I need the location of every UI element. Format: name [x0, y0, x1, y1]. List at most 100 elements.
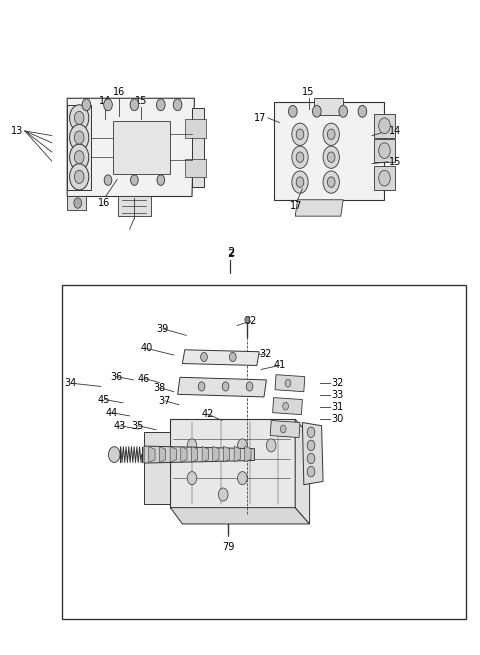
- Text: 36: 36: [110, 371, 122, 382]
- Polygon shape: [144, 446, 254, 463]
- Circle shape: [74, 170, 84, 183]
- Text: 43: 43: [113, 421, 126, 431]
- Circle shape: [157, 175, 165, 185]
- Polygon shape: [374, 114, 395, 138]
- Polygon shape: [149, 447, 155, 462]
- Text: 32: 32: [245, 316, 257, 326]
- Circle shape: [296, 129, 304, 140]
- Circle shape: [312, 105, 321, 117]
- Circle shape: [307, 466, 315, 477]
- Text: 34: 34: [64, 378, 77, 388]
- Polygon shape: [374, 139, 395, 162]
- Circle shape: [327, 152, 335, 162]
- Circle shape: [104, 99, 112, 111]
- Text: 30: 30: [331, 414, 344, 424]
- Circle shape: [307, 440, 315, 451]
- Circle shape: [339, 105, 348, 117]
- Circle shape: [74, 151, 84, 164]
- Text: 45: 45: [98, 394, 110, 405]
- Circle shape: [296, 152, 304, 162]
- Circle shape: [229, 352, 236, 362]
- Circle shape: [327, 129, 335, 140]
- Circle shape: [246, 382, 253, 391]
- Circle shape: [222, 382, 229, 391]
- Text: 14: 14: [98, 96, 111, 106]
- Text: 46: 46: [138, 373, 150, 384]
- Text: 37: 37: [158, 396, 171, 406]
- Circle shape: [292, 146, 308, 168]
- Polygon shape: [273, 398, 302, 415]
- Circle shape: [74, 131, 84, 144]
- Text: 32: 32: [331, 378, 344, 388]
- Circle shape: [187, 439, 197, 452]
- Circle shape: [288, 105, 297, 117]
- Polygon shape: [67, 105, 91, 190]
- Bar: [113, 121, 170, 174]
- Polygon shape: [67, 98, 194, 196]
- Circle shape: [323, 123, 339, 145]
- Circle shape: [70, 124, 89, 151]
- Circle shape: [70, 144, 89, 170]
- Circle shape: [130, 99, 139, 111]
- Bar: [314, 98, 343, 115]
- Circle shape: [379, 143, 390, 159]
- Polygon shape: [295, 200, 343, 216]
- Circle shape: [323, 146, 339, 168]
- Polygon shape: [224, 446, 230, 462]
- Circle shape: [201, 352, 207, 362]
- Polygon shape: [170, 447, 176, 462]
- Polygon shape: [178, 377, 266, 397]
- Text: 2: 2: [227, 249, 234, 259]
- Circle shape: [280, 425, 286, 433]
- Circle shape: [292, 123, 308, 145]
- Polygon shape: [192, 447, 198, 462]
- Polygon shape: [270, 421, 300, 438]
- Text: 40: 40: [140, 343, 153, 354]
- Polygon shape: [170, 419, 295, 508]
- Text: 35: 35: [132, 421, 144, 431]
- Circle shape: [187, 472, 197, 485]
- Circle shape: [285, 379, 291, 387]
- Polygon shape: [182, 350, 259, 365]
- Circle shape: [283, 402, 288, 410]
- Bar: [185, 159, 206, 177]
- Text: 2: 2: [227, 246, 234, 259]
- Polygon shape: [202, 447, 208, 462]
- Polygon shape: [181, 447, 187, 462]
- Text: 38: 38: [153, 383, 166, 393]
- Text: 17: 17: [254, 113, 266, 123]
- Polygon shape: [295, 419, 310, 524]
- Circle shape: [108, 447, 120, 462]
- Text: 39: 39: [156, 324, 169, 334]
- Circle shape: [173, 99, 182, 111]
- Text: 42: 42: [201, 409, 214, 419]
- Text: 16: 16: [98, 198, 110, 208]
- Polygon shape: [170, 508, 310, 524]
- Text: 16: 16: [113, 87, 125, 97]
- Text: 31: 31: [331, 402, 344, 413]
- Polygon shape: [159, 447, 166, 462]
- Circle shape: [82, 99, 91, 111]
- Circle shape: [296, 177, 304, 187]
- Text: 33: 33: [331, 390, 344, 400]
- Circle shape: [307, 427, 315, 438]
- Circle shape: [307, 453, 315, 464]
- Polygon shape: [144, 432, 170, 504]
- Polygon shape: [67, 196, 86, 210]
- Text: 15: 15: [302, 87, 315, 97]
- Polygon shape: [245, 446, 251, 462]
- Bar: [62, 285, 466, 619]
- Text: 79: 79: [222, 542, 234, 552]
- Circle shape: [156, 99, 165, 111]
- Text: 14: 14: [389, 126, 401, 136]
- Polygon shape: [192, 108, 204, 187]
- Circle shape: [379, 118, 390, 134]
- Circle shape: [379, 170, 390, 186]
- Polygon shape: [274, 102, 384, 200]
- Circle shape: [198, 382, 205, 391]
- Polygon shape: [275, 375, 305, 392]
- Circle shape: [292, 171, 308, 193]
- Circle shape: [358, 105, 367, 117]
- Bar: [185, 119, 206, 138]
- Text: 32: 32: [259, 348, 272, 359]
